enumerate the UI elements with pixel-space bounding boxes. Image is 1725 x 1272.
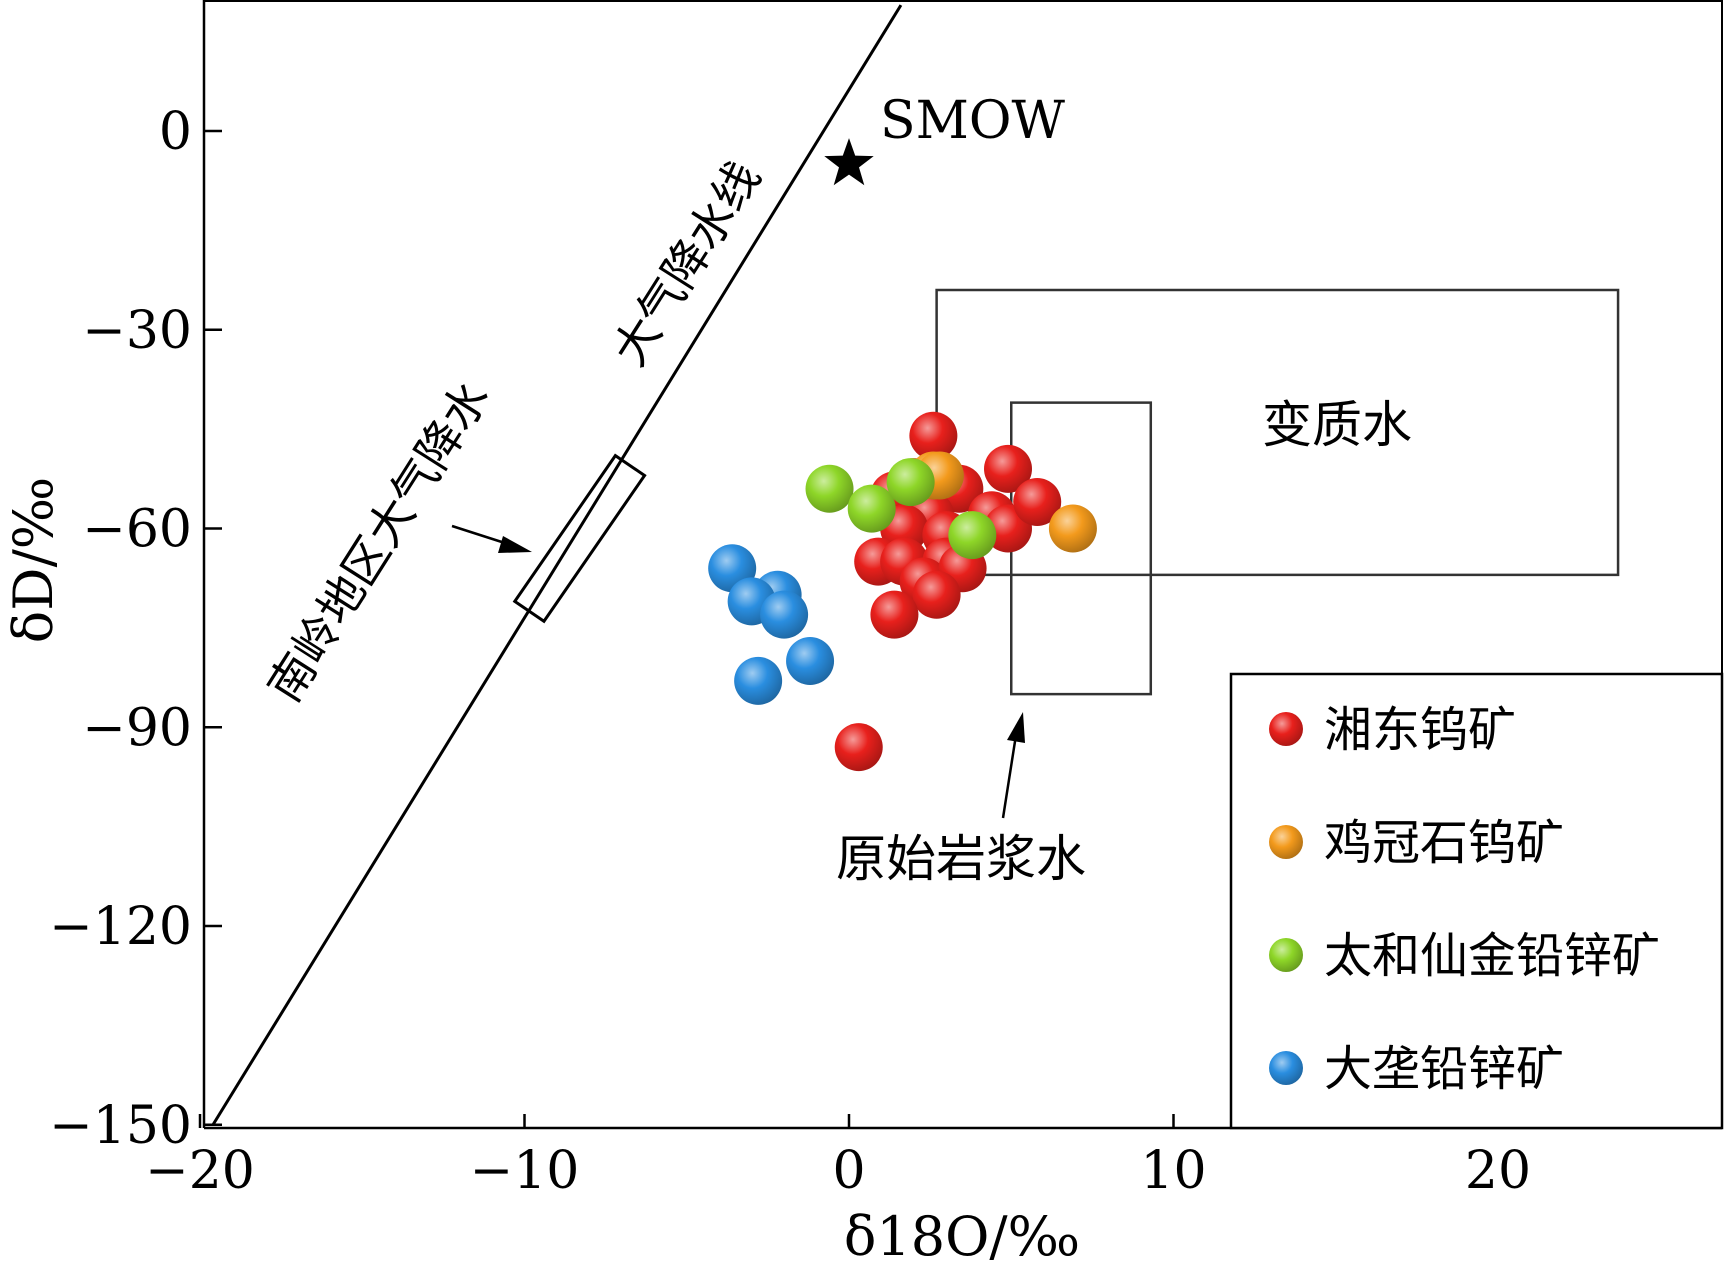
nanling-precipitation-box	[512, 453, 647, 624]
data-point	[912, 570, 961, 619]
y-tick-label: 0	[159, 102, 192, 162]
data-point	[805, 464, 854, 513]
y-tick-label: −150	[49, 1096, 192, 1156]
data-point	[786, 637, 835, 685]
axis-ticks: −20 −10 0 10 20 0 −30 −60 −90 −120 −150	[49, 102, 1531, 1201]
data-point	[734, 656, 783, 705]
data-point	[847, 484, 896, 533]
x-tick-label: 10	[1140, 1141, 1206, 1201]
legend-box	[1229, 672, 1724, 1130]
legend-marker	[1269, 938, 1303, 972]
legend-label: 大垄铅锌矿	[1324, 1041, 1564, 1097]
y-tick-label: −60	[82, 500, 192, 560]
data-point	[1048, 504, 1097, 553]
data-point	[760, 590, 809, 639]
x-tick-label: 20	[1465, 1141, 1531, 1201]
meteoric-line-label: 大气降水线	[602, 152, 771, 375]
nanling-arrow-shaft	[451, 524, 509, 546]
data-point	[834, 723, 883, 772]
data-point	[886, 458, 935, 507]
magmatic-water-label: 原始岩浆水	[836, 830, 1086, 888]
data-point	[948, 511, 997, 560]
x-tick-label: −10	[470, 1141, 580, 1201]
nanling-precipitation-label: 南岭地区大气降水	[257, 372, 500, 712]
smow-star-icon	[824, 138, 874, 186]
legend-label: 太和仙金铅锌矿	[1324, 928, 1660, 984]
data-point	[1013, 478, 1062, 526]
meteoric-water-line	[211, 4, 903, 1126]
legend-label: 湘东钨矿	[1324, 702, 1516, 758]
y-tick-label: −90	[82, 698, 192, 758]
smow-label: SMOW	[880, 91, 1065, 151]
metamorphic-water-label: 变质水	[1262, 396, 1412, 454]
magmatic-arrow-shaft	[1001, 734, 1018, 819]
magmatic-arrow-head-icon	[1007, 712, 1025, 743]
legend-marker	[1269, 1051, 1303, 1085]
x-tick-label: 0	[832, 1141, 865, 1201]
nanling-arrow-head-icon	[498, 536, 532, 553]
legend-marker	[1269, 825, 1303, 859]
y-axis-title: δD/‰	[2, 477, 65, 643]
legend-label: 鸡冠石钨矿	[1324, 815, 1564, 871]
x-tick-label: −20	[145, 1141, 255, 1201]
x-axis-title: δ18O/‰	[844, 1205, 1080, 1268]
data-point	[909, 411, 958, 460]
data-point	[870, 590, 919, 639]
data-points	[708, 411, 1097, 772]
legend-marker	[1269, 712, 1303, 746]
y-tick-label: −120	[49, 897, 192, 957]
data-point	[984, 444, 1033, 493]
y-tick-label: −30	[82, 301, 192, 361]
